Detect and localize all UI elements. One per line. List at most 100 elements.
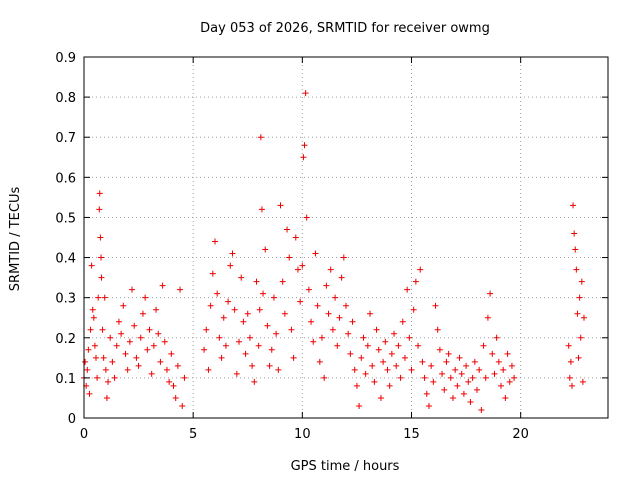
x-tick-label: 0 <box>80 427 88 442</box>
tick-labels: 0 0.1 0.2 0.3 0.4 0.5 0.6 0.7 0.8 0.9 0 5 10 15 20 <box>55 51 529 442</box>
x-tick-label: 15 <box>403 427 420 442</box>
data-point <box>471 358 478 365</box>
data-point <box>150 342 157 349</box>
data-point <box>91 342 98 349</box>
data-point <box>251 378 258 385</box>
data-point <box>126 338 133 345</box>
axis-ticks <box>83 56 608 419</box>
data-point <box>102 366 109 373</box>
data-point <box>268 346 275 353</box>
data-point <box>439 370 446 377</box>
data-point <box>249 362 256 369</box>
data-point <box>364 342 371 349</box>
data-point <box>463 362 470 369</box>
data-point <box>96 190 103 197</box>
data-point <box>266 362 273 369</box>
data-point <box>142 294 149 301</box>
data-point <box>578 278 585 285</box>
data-point <box>576 294 583 301</box>
data-point <box>242 350 249 357</box>
data-point <box>95 294 102 301</box>
data-point <box>93 354 100 361</box>
data-point <box>491 370 498 377</box>
x-axis-label: GPS time / hours <box>291 459 400 474</box>
data-point <box>338 274 345 281</box>
data-point <box>465 378 472 385</box>
data-point <box>489 350 496 357</box>
data-point <box>445 350 452 357</box>
data-point <box>432 302 439 309</box>
data-point <box>301 142 308 149</box>
data-point <box>303 214 310 221</box>
y-tick-label: 0.9 <box>55 51 76 66</box>
data-point <box>373 326 380 333</box>
data-point <box>238 274 245 281</box>
data-points <box>81 90 587 413</box>
data-point <box>495 358 502 365</box>
y-tick-label: 0.7 <box>55 131 76 146</box>
data-point <box>469 374 476 381</box>
data-point <box>148 370 155 377</box>
data-point <box>395 342 402 349</box>
data-point <box>434 326 441 333</box>
data-point <box>255 342 262 349</box>
data-point <box>275 366 282 373</box>
data-point <box>179 402 186 409</box>
data-point <box>218 354 225 361</box>
data-point <box>388 350 395 357</box>
data-point <box>406 334 413 341</box>
data-point <box>256 306 263 313</box>
data-point <box>484 314 491 321</box>
data-point <box>358 354 365 361</box>
data-point <box>279 278 286 285</box>
data-point <box>482 374 489 381</box>
data-point <box>565 342 572 349</box>
data-point <box>347 350 354 357</box>
data-point <box>105 378 112 385</box>
data-point <box>500 366 507 373</box>
data-point <box>417 266 424 273</box>
data-point <box>327 266 334 273</box>
data-point <box>325 310 332 317</box>
y-tick-label: 0 <box>68 412 76 427</box>
data-point <box>146 326 153 333</box>
data-point <box>572 246 579 253</box>
data-point <box>297 298 304 305</box>
data-point <box>281 310 288 317</box>
data-point <box>425 402 432 409</box>
data-point <box>174 362 181 369</box>
data-point <box>351 366 358 373</box>
data-point <box>404 286 411 293</box>
plot-frame <box>83 56 609 419</box>
x-tick-label: 5 <box>189 427 197 442</box>
data-point <box>85 346 92 353</box>
data-point <box>487 290 494 297</box>
data-point <box>86 390 93 397</box>
data-point <box>258 206 265 213</box>
data-point <box>270 294 277 301</box>
y-tick-label: 0.3 <box>55 292 76 307</box>
data-point <box>369 362 376 369</box>
grid-lines <box>84 57 608 418</box>
data-point <box>571 230 578 237</box>
data-point <box>294 266 301 273</box>
data-point <box>214 290 221 297</box>
data-point <box>575 354 582 361</box>
data-point <box>574 310 581 317</box>
data-point <box>458 370 465 377</box>
data-point <box>399 318 406 325</box>
data-point <box>316 358 323 365</box>
data-point <box>443 358 450 365</box>
data-point <box>312 250 319 257</box>
data-point <box>340 254 347 261</box>
y-tick-label: 0.8 <box>55 91 76 106</box>
data-point <box>506 378 513 385</box>
data-point <box>205 366 212 373</box>
y-axis-label: SRMTID / TECUs <box>8 187 23 292</box>
data-point <box>88 262 95 269</box>
data-point <box>131 322 138 329</box>
chart-title: Day 053 of 2026, SRMTID for receiver owm… <box>200 21 490 36</box>
data-point <box>421 374 428 381</box>
data-point <box>377 394 384 401</box>
